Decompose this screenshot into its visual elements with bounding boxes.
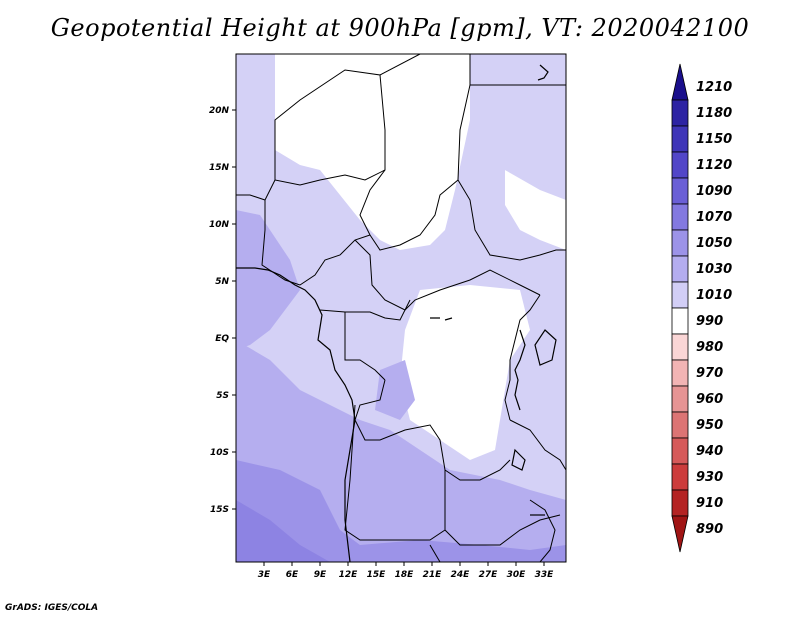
colorbar-label: 890 [696, 522, 723, 537]
colorbar-label: 1120 [696, 158, 732, 173]
colorbar-label: 930 [696, 470, 723, 485]
map-frame [235, 53, 567, 563]
lake-albert-tanganyika [514, 329, 526, 411]
border-drc-east [504, 294, 541, 421]
colorbar-swatch [671, 125, 689, 153]
colorbar-swatch [671, 255, 689, 283]
lon-label: 33E [535, 570, 555, 580]
colorbar-swatch [671, 359, 689, 387]
colorbar-label: 950 [696, 418, 723, 433]
colorbar-label: 940 [696, 444, 723, 459]
lon-label: 9E [314, 570, 327, 580]
colorbar-label: 980 [696, 340, 723, 355]
field-dark-south [236, 460, 566, 562]
border-sudan-south [457, 179, 566, 261]
field-white-north [275, 54, 470, 250]
colorbar-swatch [671, 463, 689, 491]
lon-label: 24E [451, 570, 471, 580]
lat-label: 10S [210, 448, 229, 458]
border-egypt-sudan [469, 54, 566, 86]
lon-label: 12E [339, 570, 359, 580]
lon-label: 3E [258, 570, 271, 580]
lon-label: 27E [479, 570, 499, 580]
border-tanzania [509, 419, 566, 471]
colorbar-label: 990 [696, 314, 723, 329]
lat-label: 15N [209, 163, 230, 173]
lat-label: EQ [215, 334, 229, 344]
colorbar-swatch [671, 99, 689, 127]
field-white-basin [400, 285, 530, 460]
border-nigeria [261, 179, 371, 286]
colorbar-label: 1070 [696, 210, 732, 225]
colorbar-swatch [671, 411, 689, 439]
coastline [236, 64, 557, 562]
lat-label: 20N [209, 106, 230, 116]
border-gabon [344, 312, 386, 381]
coastline-red-sea [537, 64, 549, 81]
lon-label: 21E [423, 570, 443, 580]
colorbar-label: 1030 [696, 262, 732, 277]
colorbar-swatch [671, 229, 689, 257]
lon-labels: 3E 6E 9E 12E 15E 18E 21E 24E 27E 30E 33E [258, 570, 554, 580]
field-white-east [505, 170, 566, 250]
colorbar-swatch [671, 281, 689, 309]
border-angola [344, 404, 446, 541]
colorbar-label: 1010 [696, 288, 732, 303]
border-south [429, 544, 441, 562]
field-light-ne [470, 54, 566, 190]
river-fragments [430, 317, 453, 321]
colorbar-label: 960 [696, 392, 723, 407]
border-niger-north [379, 54, 421, 76]
colorbar-swatch [671, 489, 689, 517]
coastline-atlantic [236, 267, 356, 562]
lon-label: 6E [286, 570, 299, 580]
border-malawi [529, 499, 556, 562]
colorbar-swatch [671, 307, 689, 335]
colorbar-swatch [671, 177, 689, 205]
colorbar-label: 910 [696, 496, 723, 511]
border-drc-south [354, 379, 511, 481]
colorbar-label: 1210 [696, 80, 732, 95]
lake-mweru [511, 448, 526, 471]
colorbar-swatch [671, 151, 689, 179]
axis-ticks [232, 109, 545, 566]
lat-label: 10N [209, 220, 230, 230]
lat-label: 5S [216, 391, 229, 401]
lon-label: 15E [367, 570, 387, 580]
field-patch-nw [236, 54, 275, 165]
lake-victoria [534, 329, 557, 366]
lat-label: 5N [215, 277, 229, 287]
colorbar-label: 1150 [696, 132, 732, 147]
lat-label: 15S [210, 505, 229, 515]
colorbar-label: 1090 [696, 184, 732, 199]
field-medium-congo [375, 360, 415, 420]
border-car [354, 239, 541, 311]
field-medium-coast [236, 210, 300, 350]
colorbar: 1210 1180 1150 1120 1090 1070 1050 1030 1010 990 9… [671, 63, 732, 553]
border-chad [359, 84, 471, 251]
field-darker-sw [236, 500, 330, 562]
colorbar-swatch [671, 203, 689, 231]
colorbar-swatch [671, 63, 689, 101]
colorbar-swatch [671, 333, 689, 361]
map-title: Geopotential Height at 900hPa [gpm], VT:… [50, 14, 750, 42]
border-zambia [444, 470, 561, 546]
colorbar-swatch [671, 437, 689, 465]
lon-label: 18E [395, 570, 415, 580]
border-west [236, 194, 266, 201]
lon-label: 30E [507, 570, 527, 580]
colorbar-swatch [671, 515, 689, 553]
country-borders [236, 54, 566, 562]
grads-credit: GrADS: IGES/COLA [5, 603, 99, 613]
border-cameroon [319, 299, 411, 321]
lat-labels: 20N 15N 10N 5N EQ 5S 10S 15S [209, 106, 230, 515]
colorbar-swatch [671, 385, 689, 413]
colorbar-label: 1050 [696, 236, 732, 251]
colorbar-label: 1180 [696, 106, 732, 121]
colorbar-label: 970 [696, 366, 723, 381]
